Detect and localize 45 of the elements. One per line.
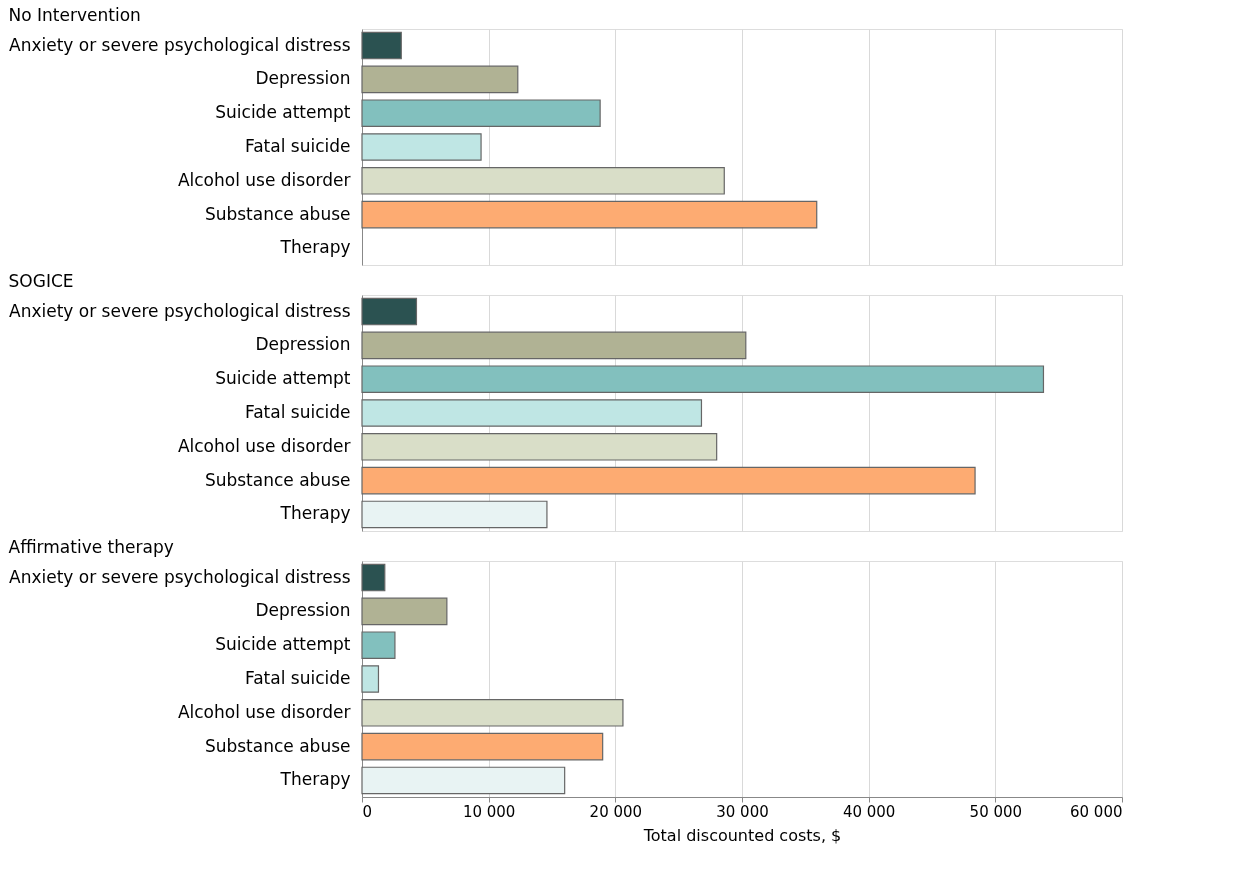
bar: [361, 133, 482, 161]
bar: [361, 399, 703, 427]
y-tick-label: Substance abuse: [204, 203, 351, 224]
bar: [361, 297, 418, 326]
bar: [361, 331, 747, 360]
y-tick-label: Fatal suicide: [244, 668, 351, 688]
y-tick-label: Depression: [255, 600, 351, 621]
bar: [361, 65, 519, 94]
y-tick-label: Fatal suicide: [244, 136, 351, 156]
y-tick-label: Substance abuse: [204, 469, 351, 490]
y-tick-label: Therapy: [279, 769, 351, 790]
y-tick-label: Alcohol use disorder: [177, 169, 351, 190]
bar: [361, 365, 1045, 393]
x-tick-label: 30 000: [716, 802, 769, 821]
x-tick-label: 20 000: [589, 802, 643, 821]
bar: [361, 200, 818, 229]
bar: [361, 167, 725, 195]
bar: [361, 433, 718, 461]
y-tick-label: Substance abuse: [204, 735, 351, 756]
x-tick-label: 10 000: [462, 802, 516, 821]
y-tick-label: Anxiety or severe psychological distress: [9, 34, 351, 55]
bar: [361, 31, 402, 60]
y-tick-label: Therapy: [279, 237, 351, 258]
y-tick-label: Therapy: [279, 503, 351, 524]
y-tick-label: Depression: [255, 68, 351, 89]
x-tick-label: 60 000: [1070, 802, 1123, 821]
text: No Intervention: [8, 5, 141, 25]
y-tick-label: Alcohol use disorder: [177, 701, 351, 722]
bar: [361, 500, 548, 529]
x-axis-title: Total discounted costs, $: [642, 825, 842, 845]
y-tick-label: Suicide attempt: [215, 368, 351, 389]
y-tick-label: Suicide attempt: [215, 102, 351, 123]
y-tick-label: Depression: [255, 334, 351, 355]
bar: [361, 99, 601, 127]
y-tick-label: Suicide attempt: [215, 634, 351, 655]
y-tick-label: Alcohol use disorder: [177, 435, 351, 456]
y-tick-label: Anxiety or severe psychological distress: [9, 566, 351, 587]
bar: [361, 466, 976, 495]
y-tick-label: Fatal suicide: [244, 402, 351, 422]
x-tick-label: 40 000: [842, 802, 896, 821]
text: Affirmative therapy: [8, 537, 174, 557]
text: SOGICE: [8, 271, 74, 291]
x-tick-label: 50 000: [969, 802, 1023, 821]
y-tick-label: Anxiety or severe psychological distress: [9, 300, 351, 321]
x-tick-label: 0: [362, 802, 373, 821]
